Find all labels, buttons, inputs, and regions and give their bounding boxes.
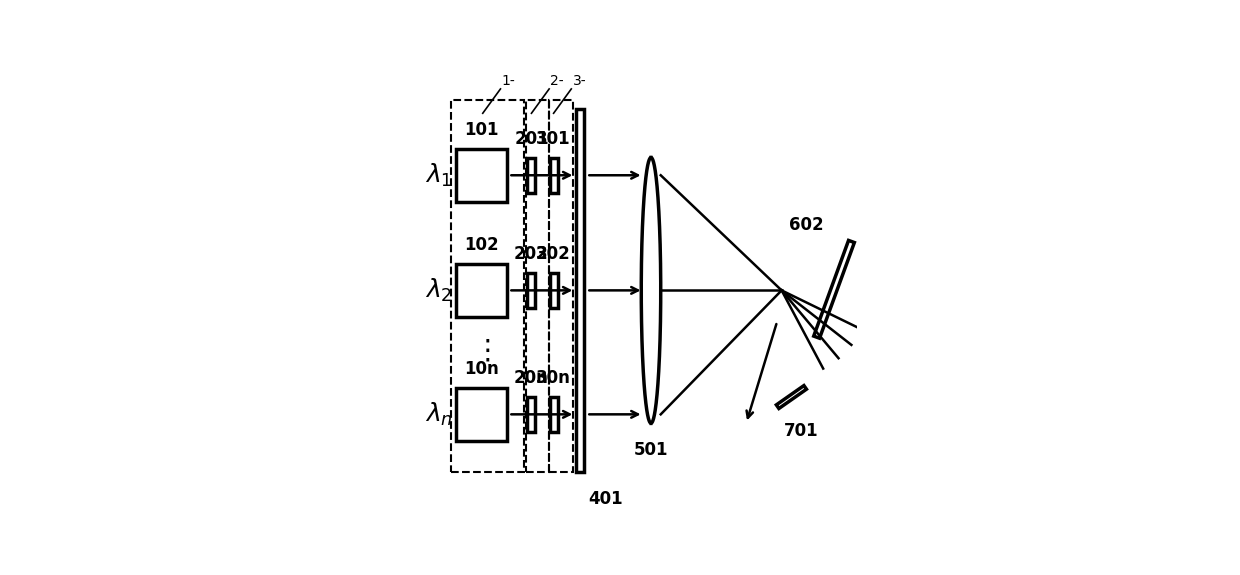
Bar: [549, 158, 558, 193]
Text: $\vdots$: $\vdots$: [472, 336, 490, 364]
Bar: [527, 158, 536, 193]
Text: 1-: 1-: [502, 74, 516, 88]
Text: 202: 202: [515, 245, 549, 263]
Bar: [549, 397, 558, 432]
Bar: [577, 109, 584, 472]
Text: 701: 701: [784, 422, 818, 440]
Bar: [549, 100, 573, 472]
Text: 501: 501: [634, 441, 668, 459]
Text: $\lambda_2$: $\lambda_2$: [425, 277, 453, 304]
Text: 301: 301: [536, 130, 570, 148]
Text: $\lambda_1$: $\lambda_1$: [425, 162, 453, 189]
Text: 2-: 2-: [551, 74, 564, 88]
Text: 101: 101: [465, 121, 498, 139]
Polygon shape: [776, 386, 806, 408]
Bar: [527, 273, 536, 308]
Text: 3-: 3-: [573, 74, 587, 88]
Text: 30n: 30n: [536, 369, 572, 387]
Text: 201: 201: [515, 130, 549, 148]
Text: 10n: 10n: [464, 360, 498, 378]
Text: 401: 401: [589, 489, 624, 508]
Text: 602: 602: [789, 216, 823, 233]
Text: 102: 102: [464, 236, 498, 254]
Text: 302: 302: [536, 245, 570, 263]
Text: $\lambda_n$: $\lambda_n$: [424, 401, 453, 428]
Bar: [456, 388, 507, 441]
Bar: [456, 149, 507, 202]
Bar: [456, 264, 507, 317]
Polygon shape: [813, 240, 854, 338]
Bar: [527, 397, 536, 432]
Text: 20n: 20n: [515, 369, 549, 387]
Bar: [526, 100, 549, 472]
Bar: [549, 273, 558, 308]
Bar: [451, 100, 525, 472]
